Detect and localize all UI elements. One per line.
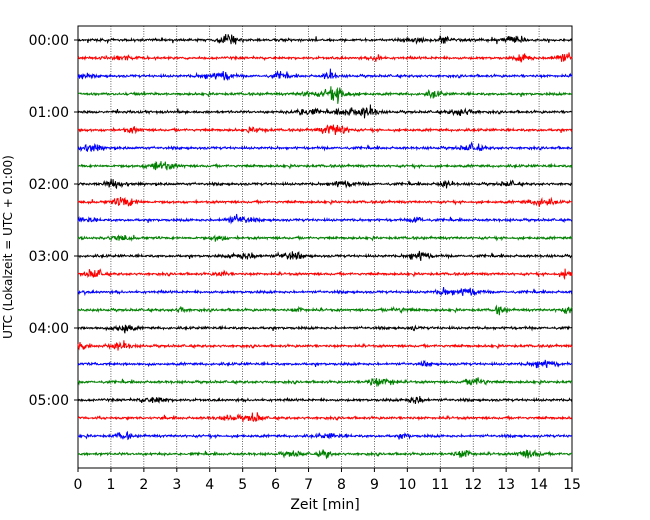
- plot-frame: [77, 25, 573, 469]
- trace-row-2: [77, 68, 573, 81]
- x-tick-label-10: 10: [398, 477, 416, 493]
- x-tick-label-4: 4: [205, 477, 214, 493]
- x-tick-label-15: 15: [563, 477, 581, 493]
- y-axis-label: UTC (Lokalzeit = UTC + 01:00): [1, 155, 15, 339]
- trace-row-8: [77, 178, 573, 190]
- trace-row-20: [77, 396, 573, 404]
- x-axis-ticks: 0 1 2 3 4 5 6 7 8 9 10 11 12 13 14 15: [74, 468, 581, 493]
- y-tick-label-00:00: 00:00: [29, 33, 69, 49]
- x-tick-label-1: 1: [106, 477, 115, 493]
- trace-row-13: [77, 268, 573, 281]
- trace-row-12: [77, 250, 573, 262]
- trace-row-3: [77, 86, 573, 104]
- trace-row-15: [77, 304, 573, 316]
- trace-row-18: [77, 359, 573, 369]
- trace-row-16: [77, 324, 573, 334]
- x-tick-label-12: 12: [464, 477, 482, 493]
- trace-row-5: [77, 124, 573, 135]
- y-tick-label-02:00: 02:00: [29, 177, 69, 193]
- trace-row-0: [77, 34, 573, 45]
- trace-row-21: [77, 412, 573, 423]
- x-tick-label-11: 11: [431, 477, 449, 493]
- x-tick-label-0: 0: [74, 477, 83, 493]
- trace-row-6: [77, 141, 573, 153]
- y-axis-ticks: 00:00 01:00 02:00 03:00 04:00 05:00: [29, 33, 78, 409]
- trace-row-14: [77, 287, 573, 297]
- trace-row-1: [77, 52, 573, 63]
- trace-row-7: [77, 160, 573, 171]
- trace-row-11: [77, 234, 573, 242]
- trace-row-17: [77, 340, 573, 351]
- x-tick-label-5: 5: [238, 477, 247, 493]
- trace-row-19: [77, 377, 573, 387]
- x-tick-label-8: 8: [337, 477, 346, 493]
- x-tick-label-3: 3: [172, 477, 181, 493]
- trace-group: [77, 34, 573, 460]
- trace-row-10: [77, 213, 573, 225]
- trace-row-22: [77, 430, 573, 441]
- x-tick-label-7: 7: [304, 477, 313, 493]
- y-tick-label-04:00: 04:00: [29, 321, 69, 337]
- y-tick-label-03:00: 03:00: [29, 249, 69, 265]
- y-tick-label-05:00: 05:00: [29, 393, 69, 409]
- trace-row-23: [77, 448, 573, 460]
- x-tick-label-2: 2: [139, 477, 148, 493]
- x-tick-label-14: 14: [530, 477, 548, 493]
- x-tick-label-13: 13: [497, 477, 515, 493]
- y-tick-label-01:00: 01:00: [29, 105, 69, 121]
- trace-row-9: [77, 196, 573, 207]
- trace-row-4: [77, 104, 573, 119]
- x-axis-label: Zeit [min]: [290, 497, 359, 513]
- x-tick-label-9: 9: [370, 477, 379, 493]
- grid-lines: [110, 26, 540, 468]
- x-tick-label-6: 6: [271, 477, 280, 493]
